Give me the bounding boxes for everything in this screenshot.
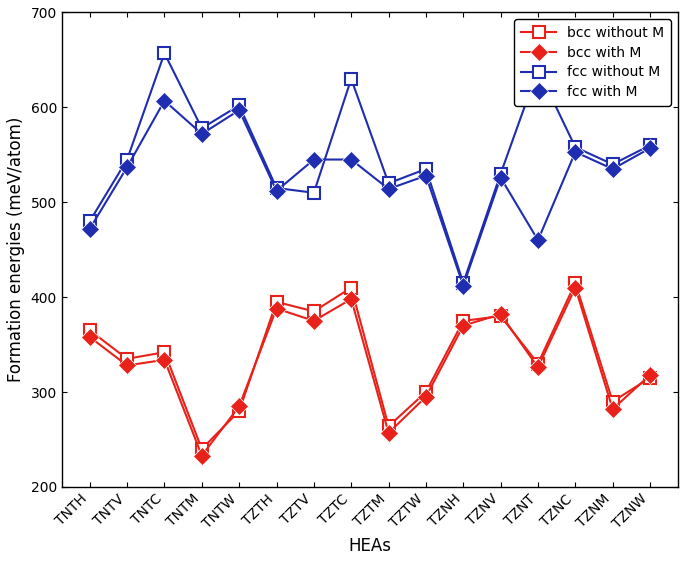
bcc with M — [608, 406, 616, 413]
Line: bcc without M: bcc without M — [84, 277, 656, 455]
fcc with M — [646, 145, 654, 152]
bcc without M — [459, 318, 467, 324]
fcc with M — [384, 185, 393, 192]
bcc without M — [534, 360, 542, 367]
fcc with M — [534, 237, 542, 243]
bcc with M — [160, 356, 169, 363]
fcc with M — [160, 97, 169, 104]
bcc with M — [497, 311, 505, 318]
bcc without M — [571, 279, 580, 286]
X-axis label: HEAs: HEAs — [349, 537, 391, 555]
fcc without M — [384, 180, 393, 187]
bcc with M — [347, 296, 356, 302]
fcc with M — [235, 107, 243, 114]
fcc without M — [422, 166, 430, 173]
bcc with M — [123, 362, 132, 369]
fcc without M — [347, 75, 356, 82]
fcc without M — [310, 189, 318, 196]
bcc without M — [497, 313, 505, 320]
fcc without M — [273, 185, 281, 192]
fcc with M — [497, 174, 505, 181]
Line: fcc with M: fcc with M — [84, 94, 656, 292]
bcc with M — [384, 429, 393, 436]
fcc with M — [310, 156, 318, 163]
Line: bcc with M: bcc with M — [84, 282, 656, 462]
fcc with M — [608, 166, 616, 173]
bcc with M — [534, 364, 542, 371]
fcc with M — [273, 188, 281, 194]
bcc without M — [646, 374, 654, 381]
fcc with M — [422, 173, 430, 179]
bcc without M — [160, 349, 169, 356]
bcc without M — [235, 407, 243, 414]
fcc with M — [86, 225, 94, 232]
Line: fcc without M: fcc without M — [84, 47, 656, 289]
fcc with M — [459, 282, 467, 289]
bcc without M — [273, 298, 281, 305]
Y-axis label: Formation energies (meV/atom): Formation energies (meV/atom) — [7, 117, 25, 382]
fcc without M — [534, 66, 542, 72]
fcc without M — [198, 125, 206, 132]
bcc with M — [198, 452, 206, 459]
fcc without M — [459, 279, 467, 286]
bcc without M — [608, 398, 616, 405]
fcc with M — [123, 164, 132, 170]
bcc without M — [86, 327, 94, 334]
fcc without M — [235, 102, 243, 109]
bcc with M — [422, 393, 430, 400]
Legend: bcc without M, bcc with M, fcc without M, fcc with M: bcc without M, bcc with M, fcc without M… — [514, 19, 671, 106]
bcc without M — [384, 423, 393, 429]
fcc without M — [160, 50, 169, 57]
fcc without M — [497, 170, 505, 177]
bcc without M — [310, 308, 318, 315]
bcc with M — [310, 318, 318, 324]
bcc without M — [422, 389, 430, 396]
bcc without M — [347, 284, 356, 291]
bcc without M — [198, 446, 206, 452]
bcc with M — [459, 322, 467, 329]
bcc with M — [273, 305, 281, 312]
bcc without M — [123, 355, 132, 362]
fcc with M — [198, 130, 206, 137]
fcc without M — [646, 142, 654, 149]
bcc with M — [86, 334, 94, 341]
fcc with M — [571, 148, 580, 155]
fcc without M — [123, 156, 132, 163]
bcc with M — [571, 284, 580, 291]
bcc with M — [235, 403, 243, 410]
fcc without M — [86, 218, 94, 225]
bcc with M — [646, 371, 654, 378]
fcc without M — [571, 144, 580, 151]
fcc without M — [608, 161, 616, 167]
fcc with M — [347, 156, 356, 163]
